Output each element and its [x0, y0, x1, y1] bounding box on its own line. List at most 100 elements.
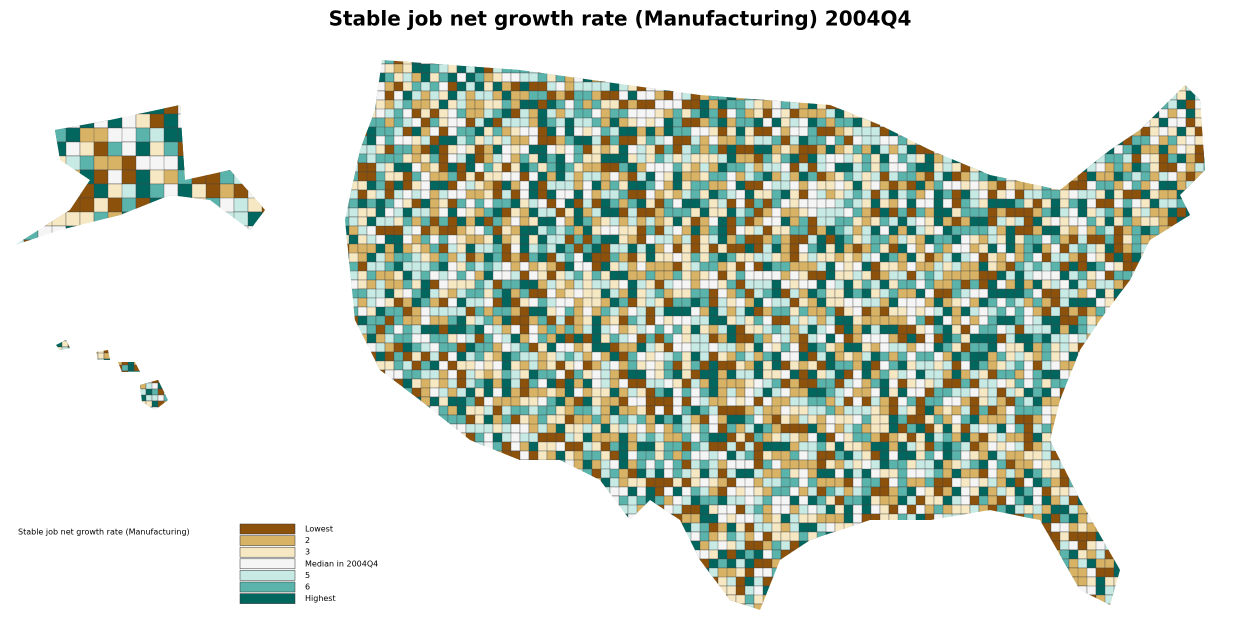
county [844, 226, 853, 235]
county [421, 424, 430, 433]
county [457, 343, 466, 352]
county [997, 289, 1006, 298]
county [1114, 361, 1132, 379]
county [1078, 343, 1096, 352]
county [637, 172, 646, 181]
county [367, 514, 376, 532]
county [520, 415, 529, 424]
county [1096, 73, 1114, 82]
county [1060, 100, 1069, 109]
county [1060, 172, 1069, 181]
county [988, 307, 997, 316]
county [340, 163, 349, 181]
county [970, 109, 988, 127]
county [952, 163, 961, 172]
county [682, 217, 691, 226]
county [610, 397, 619, 406]
county [358, 514, 376, 523]
county [376, 460, 394, 469]
county [745, 82, 763, 91]
county [1006, 298, 1015, 307]
county [1195, 505, 1213, 523]
county [934, 127, 952, 136]
county [394, 325, 403, 334]
county [1141, 460, 1150, 469]
county [655, 73, 673, 91]
county [880, 55, 889, 73]
county [970, 415, 979, 424]
county [1123, 91, 1132, 100]
county [520, 343, 529, 352]
county [610, 64, 628, 82]
county [718, 64, 727, 73]
county [349, 82, 358, 91]
county [439, 55, 448, 64]
county [349, 379, 367, 388]
county [1006, 262, 1015, 271]
county [691, 100, 700, 109]
county [1069, 370, 1078, 379]
county [1204, 343, 1213, 352]
county [745, 469, 754, 478]
county [853, 478, 862, 487]
county [1177, 289, 1186, 307]
county [1024, 100, 1042, 118]
county [466, 136, 475, 145]
county [1141, 487, 1159, 505]
county [439, 334, 448, 343]
county [736, 370, 745, 379]
county [484, 226, 493, 235]
county [1114, 451, 1132, 460]
county [1033, 343, 1042, 352]
county [664, 244, 673, 253]
county [547, 217, 556, 226]
county [934, 325, 943, 334]
county [943, 469, 952, 478]
county [772, 505, 781, 514]
county [1042, 73, 1051, 82]
county [349, 433, 367, 451]
county [988, 334, 997, 343]
county [979, 154, 988, 172]
county [961, 55, 979, 64]
county [709, 361, 718, 370]
county [1195, 442, 1204, 451]
county [358, 82, 367, 100]
county [952, 55, 970, 64]
county [916, 217, 925, 226]
county [385, 343, 394, 352]
county [502, 199, 511, 208]
county [1195, 145, 1204, 154]
county [421, 487, 430, 505]
county [835, 64, 853, 73]
county [1015, 361, 1024, 370]
county [673, 154, 682, 163]
county [394, 370, 403, 379]
county [421, 208, 430, 217]
county [1078, 217, 1087, 226]
county [790, 460, 799, 469]
county [511, 253, 520, 262]
county [916, 361, 925, 370]
county [556, 505, 565, 523]
county [736, 181, 745, 190]
county [1087, 226, 1096, 235]
county [1123, 379, 1141, 388]
county [529, 505, 547, 514]
county [1204, 289, 1222, 307]
county [889, 478, 898, 487]
county [349, 451, 367, 469]
county [772, 379, 781, 388]
county [529, 460, 538, 478]
county [988, 343, 997, 352]
county [583, 100, 592, 109]
county [1060, 460, 1078, 469]
county [988, 127, 997, 136]
county [700, 73, 709, 82]
county [466, 208, 475, 217]
county [1114, 397, 1132, 406]
county [583, 352, 592, 361]
county [862, 154, 871, 163]
county [511, 100, 520, 109]
county [1042, 208, 1051, 217]
